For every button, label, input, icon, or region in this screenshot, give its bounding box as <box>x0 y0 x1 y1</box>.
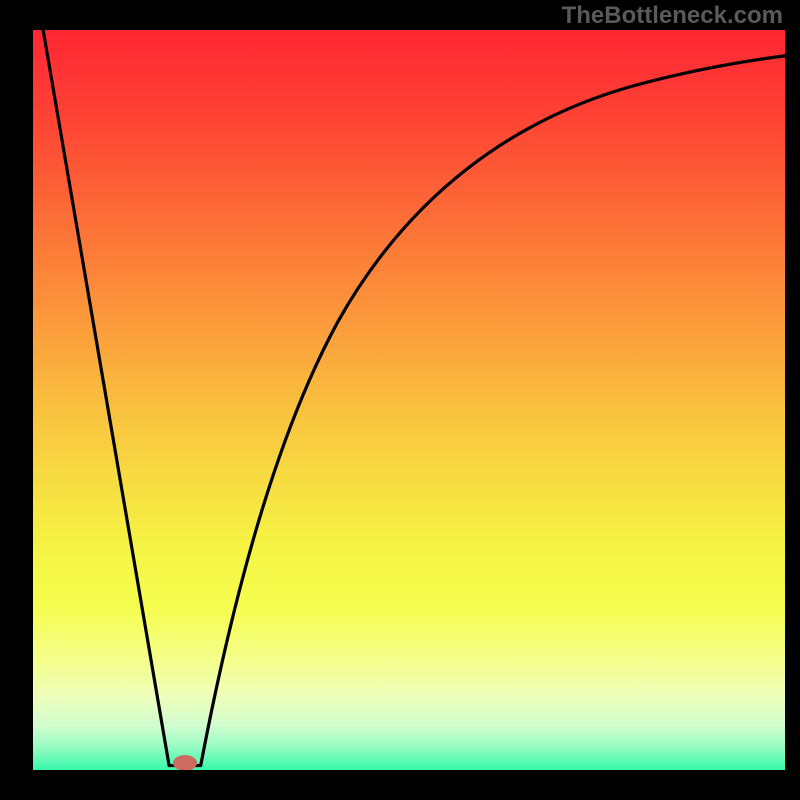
plot-area <box>33 30 785 770</box>
optimum-marker <box>173 755 197 771</box>
watermark-text: TheBottleneck.com <box>562 2 783 30</box>
frame-border-left <box>0 0 33 800</box>
frame-border-right <box>785 0 800 800</box>
bottleneck-curve <box>33 30 785 770</box>
chart-container: TheBottleneck.com <box>0 0 800 800</box>
frame-border-bottom <box>0 770 800 800</box>
